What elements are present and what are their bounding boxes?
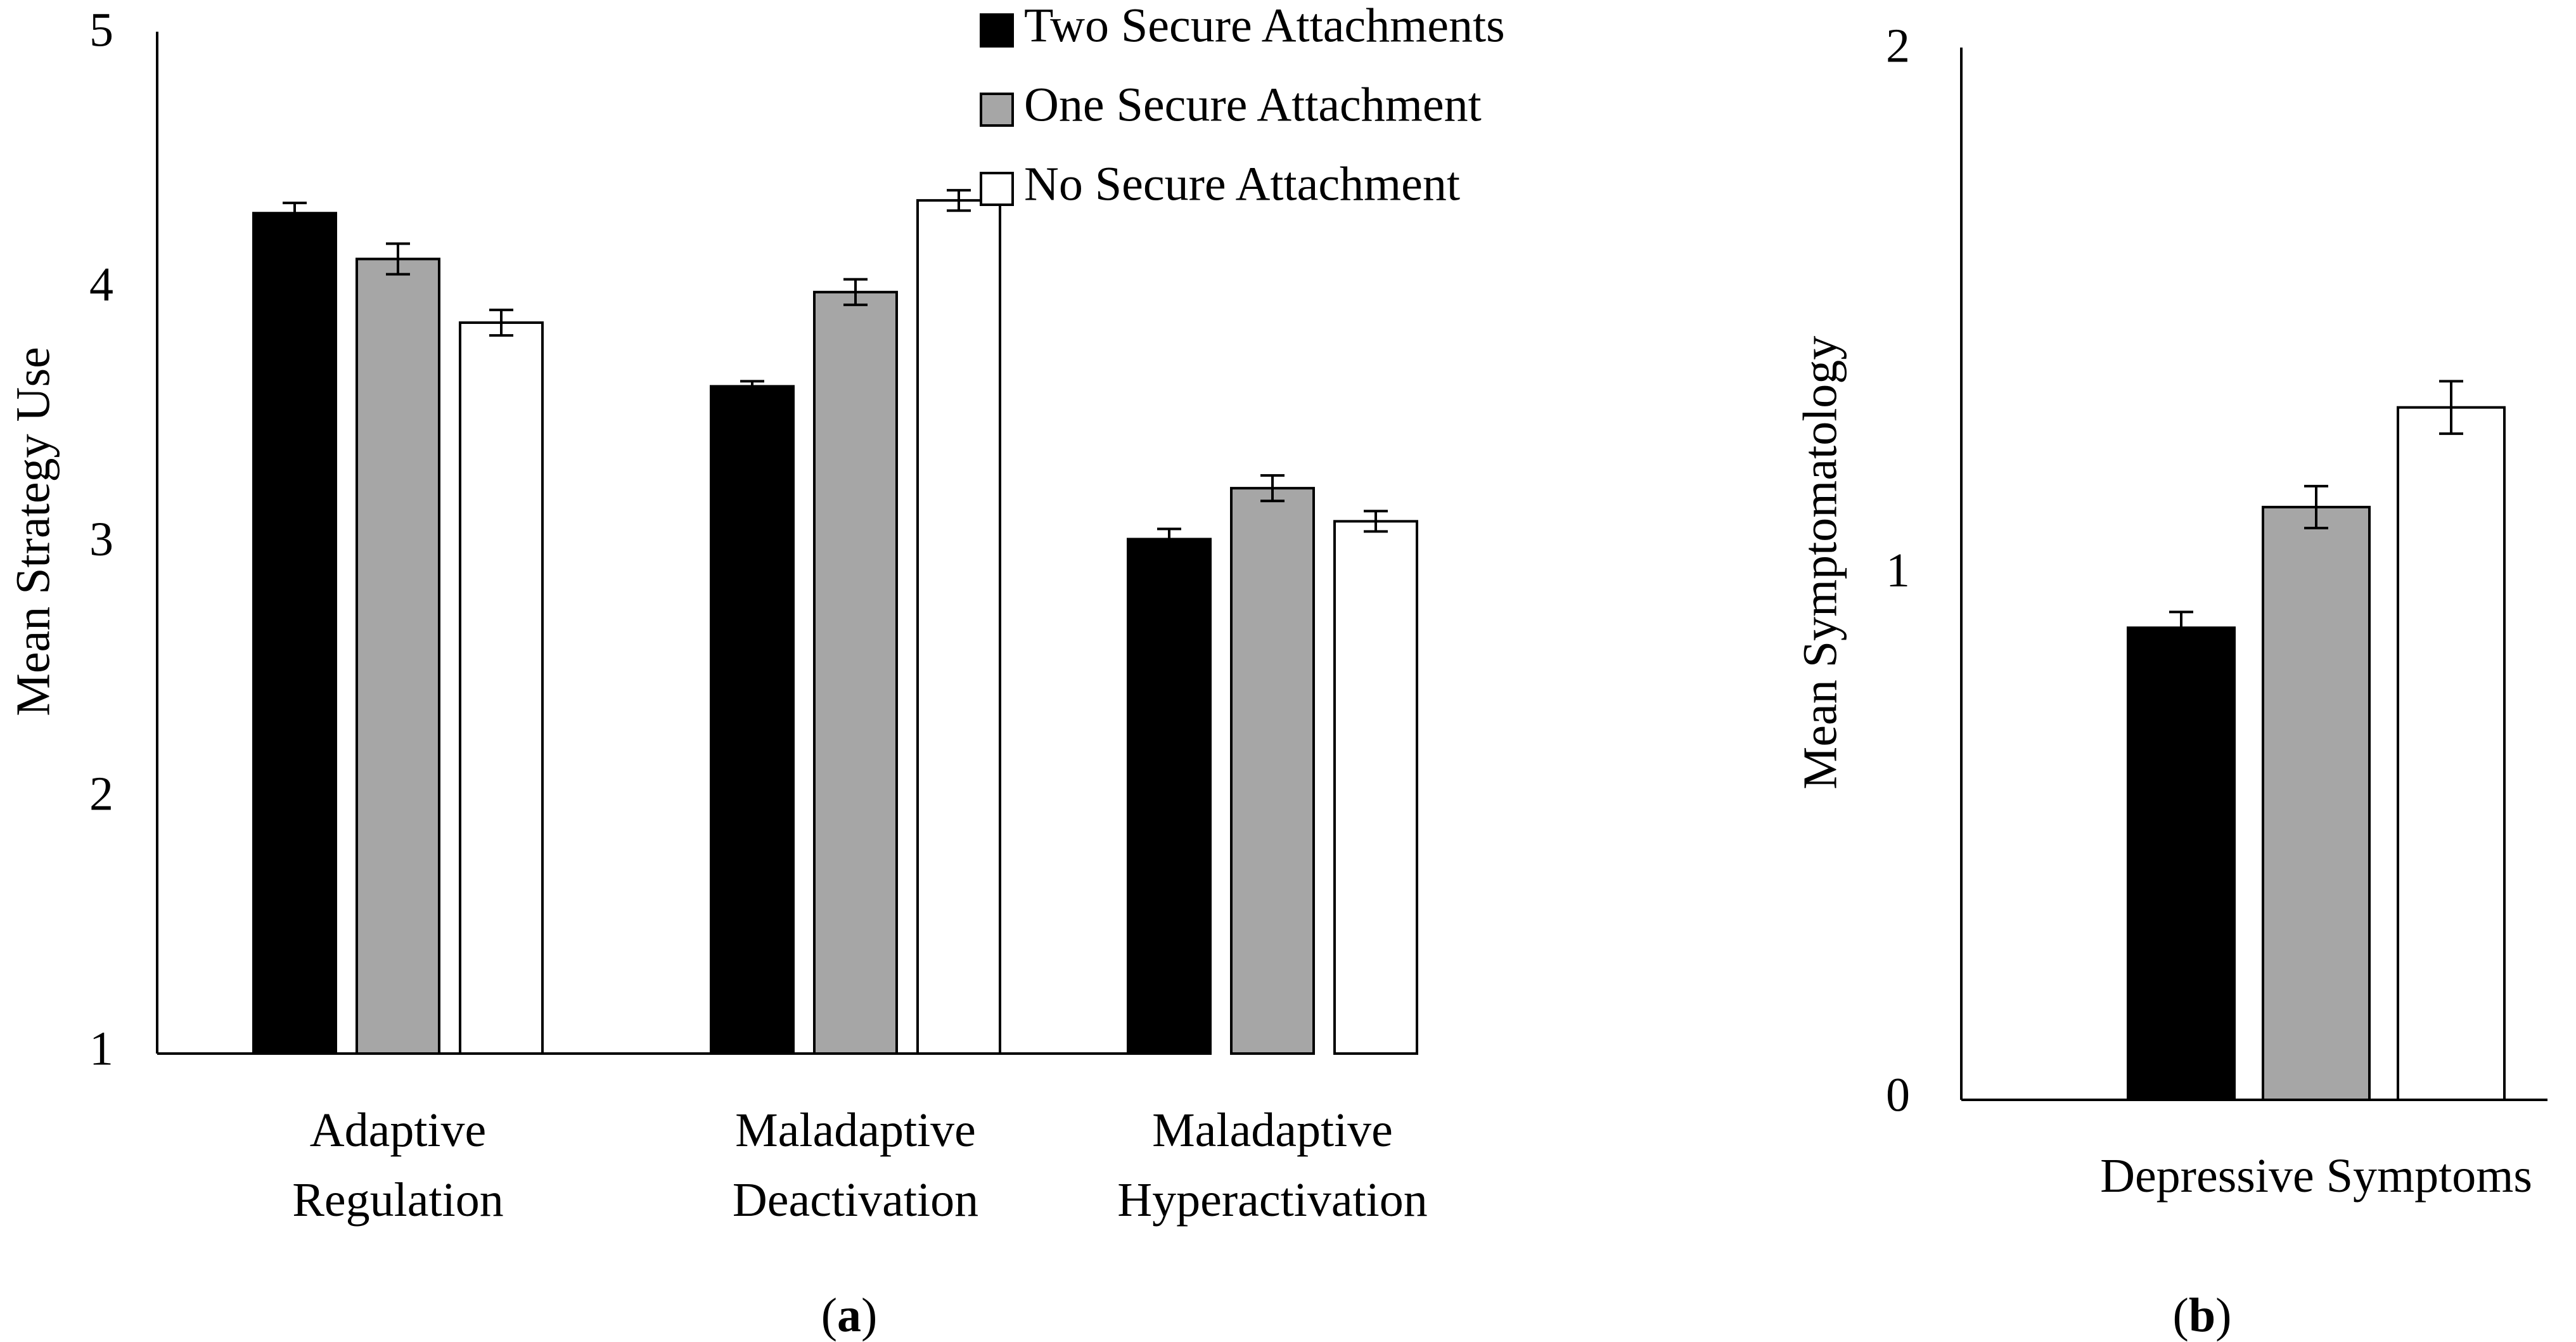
x-category-label: Hyperactivation — [1117, 1173, 1428, 1227]
legend-label: One Secure Attachment — [1024, 78, 1482, 131]
x-category-label: Maladaptive — [1152, 1104, 1393, 1157]
bar — [459, 321, 544, 1055]
legend-swatch — [980, 13, 1014, 48]
y-axis-title: Mean Strategy Use — [6, 347, 60, 716]
legend-swatch — [980, 93, 1014, 127]
legend-label: Two Secure Attachments — [1024, 0, 1505, 52]
x-category-label: Depressive Symptoms — [2100, 1149, 2532, 1203]
y-tick-label: 1 — [89, 1022, 113, 1075]
x-category-label: Adaptive — [310, 1104, 487, 1157]
legend-label: No Secure Attachment — [1024, 157, 1460, 210]
x-category-label: Maladaptive — [735, 1104, 976, 1157]
y-tick-label: 4 — [89, 258, 113, 311]
panel-label: (b) — [2173, 1289, 2232, 1342]
bar — [813, 290, 898, 1055]
x-category-label: Regulation — [292, 1173, 504, 1227]
panel-label: (a) — [821, 1289, 878, 1342]
legend-swatch — [980, 172, 1014, 206]
y-tick-label: 2 — [89, 768, 113, 821]
y-tick-label: 0 — [1886, 1068, 1910, 1121]
bar — [916, 199, 1001, 1055]
bar — [2262, 505, 2371, 1101]
bar — [1333, 520, 1418, 1055]
bar — [1230, 487, 1315, 1055]
bar — [252, 212, 337, 1055]
bar — [710, 385, 795, 1055]
bar — [356, 257, 440, 1055]
y-tick-label: 2 — [1886, 19, 1910, 72]
x-category-label: Deactivation — [733, 1173, 978, 1227]
bar — [1127, 538, 1212, 1055]
y-tick-label: 5 — [89, 3, 113, 56]
y-axis-title: Mean Symptomatology — [1793, 336, 1847, 790]
y-tick-label: 3 — [89, 513, 113, 566]
bar — [2397, 406, 2506, 1102]
bar — [2127, 626, 2236, 1101]
y-tick-label: 1 — [1886, 544, 1910, 597]
